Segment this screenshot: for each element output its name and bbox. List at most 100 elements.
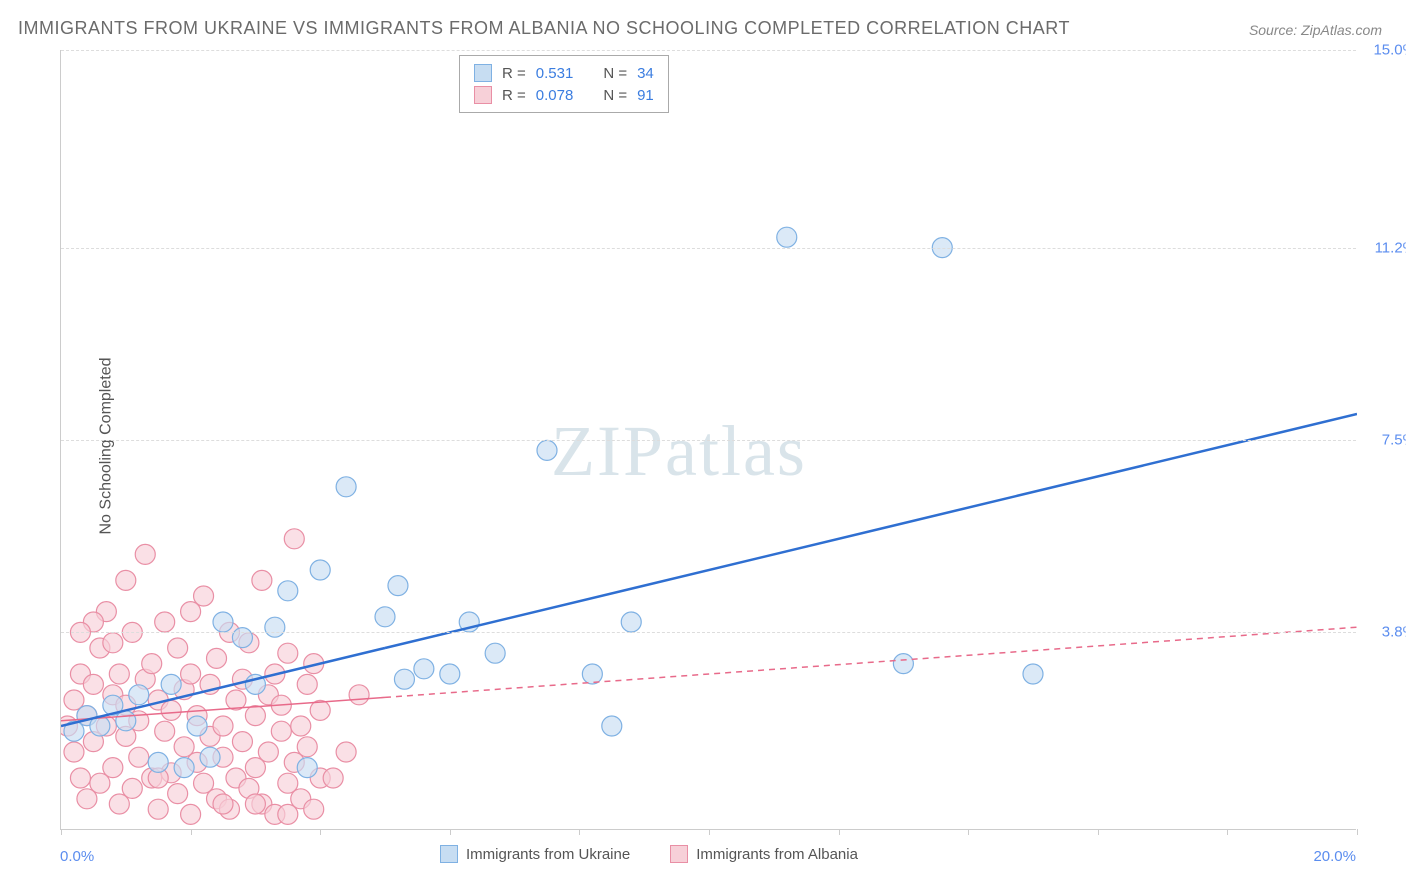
data-point <box>304 799 324 819</box>
data-point <box>155 721 175 741</box>
data-point <box>278 581 298 601</box>
data-point <box>122 778 142 798</box>
data-point <box>129 747 149 767</box>
x-tick <box>1227 829 1228 835</box>
data-point <box>213 612 233 632</box>
data-point <box>271 721 291 741</box>
data-point <box>232 732 252 752</box>
gridline <box>61 632 1356 633</box>
chart-title: IMMIGRANTS FROM UKRAINE VS IMMIGRANTS FR… <box>18 18 1070 39</box>
gridline <box>61 248 1356 249</box>
data-point <box>1023 664 1043 684</box>
x-tick <box>579 829 580 835</box>
data-point <box>155 612 175 632</box>
data-point <box>310 560 330 580</box>
swatch-ukraine-icon <box>474 64 492 82</box>
trend-line-extension <box>385 414 1357 648</box>
legend-stats: R = 0.531 N = 34 R = 0.078 N = 91 <box>459 55 669 113</box>
data-point <box>375 607 395 627</box>
data-point <box>485 643 505 663</box>
legend-stats-row-ukraine: R = 0.531 N = 34 <box>474 62 654 84</box>
data-point <box>245 706 265 726</box>
data-point <box>168 784 188 804</box>
data-point <box>161 700 181 720</box>
data-point <box>621 612 641 632</box>
plot-area: ZIPatlas R = 0.531 N = 34 R = 0.078 N = … <box>60 50 1356 830</box>
data-point <box>161 674 181 694</box>
data-point <box>278 804 298 824</box>
data-point <box>200 747 220 767</box>
data-point <box>168 638 188 658</box>
legend-label-ukraine: Immigrants from Ukraine <box>466 846 630 863</box>
data-point <box>207 648 227 668</box>
data-point <box>129 685 149 705</box>
data-point <box>284 529 304 549</box>
x-tick <box>968 829 969 835</box>
data-point <box>310 700 330 720</box>
legend-label-albania: Immigrants from Albania <box>696 846 858 863</box>
n-label: N = <box>603 65 627 82</box>
y-tick-label: 7.5% <box>1382 432 1406 449</box>
x-axis-max-label: 20.0% <box>1313 848 1356 865</box>
data-point <box>103 758 123 778</box>
data-point <box>245 794 265 814</box>
data-point <box>297 737 317 757</box>
data-point <box>148 799 168 819</box>
data-point <box>349 685 369 705</box>
data-point <box>323 768 343 788</box>
data-point <box>181 664 201 684</box>
data-point <box>394 669 414 689</box>
r-label: R = <box>502 65 526 82</box>
x-tick <box>320 829 321 835</box>
y-tick-label: 11.2% <box>1375 239 1406 256</box>
data-point <box>602 716 622 736</box>
data-point <box>777 227 797 247</box>
data-point <box>278 643 298 663</box>
x-tick <box>1357 829 1358 835</box>
legend-item-ukraine: Immigrants from Ukraine <box>440 845 630 863</box>
gridline <box>61 50 1356 51</box>
data-point <box>135 544 155 564</box>
data-point <box>265 617 285 637</box>
data-point <box>174 758 194 778</box>
data-point <box>440 664 460 684</box>
legend-item-albania: Immigrants from Albania <box>670 845 858 863</box>
swatch-ukraine-icon <box>440 845 458 863</box>
data-point <box>414 659 434 679</box>
data-point <box>213 716 233 736</box>
y-tick-label: 15.0% <box>1373 42 1406 59</box>
data-point <box>142 654 162 674</box>
data-point <box>181 804 201 824</box>
x-tick <box>191 829 192 835</box>
n-label: N = <box>603 87 627 104</box>
data-point <box>297 674 317 694</box>
data-point <box>297 758 317 778</box>
data-point <box>582 664 602 684</box>
data-point <box>83 674 103 694</box>
data-point <box>116 711 136 731</box>
data-point <box>893 654 913 674</box>
x-tick <box>839 829 840 835</box>
legend-series: Immigrants from Ukraine Immigrants from … <box>440 845 858 863</box>
x-tick <box>61 829 62 835</box>
data-point <box>537 440 557 460</box>
data-point <box>291 716 311 736</box>
data-point <box>181 602 201 622</box>
r-label: R = <box>502 87 526 104</box>
data-point <box>258 742 278 762</box>
data-point <box>116 570 136 590</box>
swatch-albania-icon <box>670 845 688 863</box>
r-value-albania: 0.078 <box>536 87 574 104</box>
data-point <box>103 633 123 653</box>
data-point <box>109 664 129 684</box>
trend-line-extension <box>385 627 1357 697</box>
x-tick <box>709 829 710 835</box>
data-point <box>336 477 356 497</box>
data-point <box>187 716 207 736</box>
n-value-ukraine: 34 <box>637 65 654 82</box>
data-point <box>64 742 84 762</box>
data-point <box>252 570 272 590</box>
data-point <box>336 742 356 762</box>
n-value-albania: 91 <box>637 87 654 104</box>
y-tick-label: 3.8% <box>1382 624 1406 641</box>
